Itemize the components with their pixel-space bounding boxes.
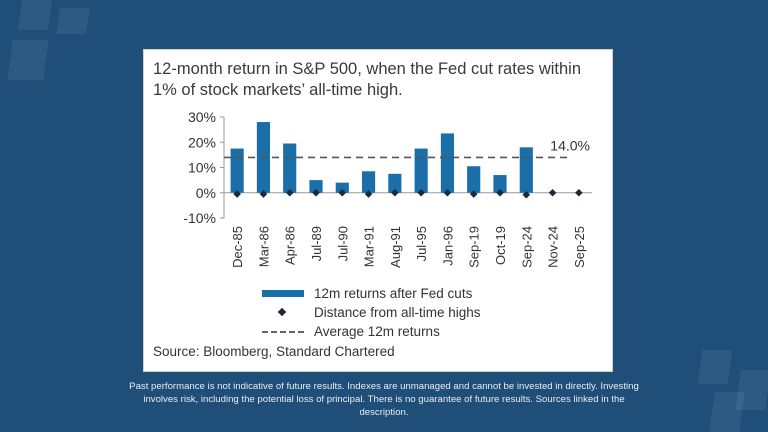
distance-marker <box>312 188 320 197</box>
source-note: Source: Bloomberg, Standard Chartered <box>153 344 395 359</box>
distance-marker <box>364 190 373 198</box>
distance-marker <box>338 188 347 197</box>
chart-title: 12-month return in S&P 500, when the Fed… <box>153 60 582 99</box>
distance-marker <box>391 188 399 197</box>
x-tick-label: Oct-19 <box>493 226 508 265</box>
legend-label-returns: 12m returns after Fed cuts <box>314 286 473 301</box>
legend-label-average: Average 12m returns <box>314 324 440 339</box>
background-tile <box>7 40 49 80</box>
bar-chart: -10% 0% 10% 20% 30% 14.0% Dec-85 Mar-86 Apr-86 Ju… <box>183 109 592 268</box>
distance-marker <box>522 190 531 199</box>
y-tick-label: 0% <box>196 185 216 201</box>
x-tick-label: Jul-90 <box>335 226 350 261</box>
bar <box>283 143 297 193</box>
bar <box>230 148 244 193</box>
background-tile <box>17 0 53 30</box>
distance-marker <box>496 188 504 197</box>
bar <box>519 147 533 193</box>
x-tick-label: Aug-91 <box>388 226 403 268</box>
bar <box>493 175 507 193</box>
bar <box>414 148 428 193</box>
x-tick-label: Nov-24 <box>546 226 561 268</box>
bar <box>467 166 481 193</box>
bar <box>335 182 349 193</box>
legend-label-distance: Distance from all-time highs <box>314 305 481 320</box>
legend-bar-swatch <box>262 290 304 297</box>
distance-marker <box>259 190 268 198</box>
background-tile <box>697 350 733 384</box>
x-tick-label: Jan-96 <box>440 226 455 266</box>
bar <box>362 171 376 193</box>
bar <box>388 173 402 193</box>
y-tick-label: 30% <box>188 109 216 125</box>
legend-item-distance: Distance from all-time highs <box>262 303 481 322</box>
y-tick-label: -10% <box>183 210 216 226</box>
x-tick-label: Apr-86 <box>283 226 298 265</box>
distance-marker <box>575 188 583 197</box>
bar <box>440 133 454 193</box>
background-tile <box>709 392 745 432</box>
legend-dash-swatch <box>262 331 304 333</box>
distance-marker <box>469 190 478 198</box>
distance-marker <box>233 190 241 198</box>
distance-marker <box>417 188 425 197</box>
x-tick-label: Mar-91 <box>362 226 377 267</box>
x-tick-label: Jul-89 <box>309 226 324 261</box>
x-tick-label: Sep-25 <box>572 226 587 268</box>
legend: 12m returns after Fed cuts Distance from… <box>262 284 481 341</box>
distance-marker <box>548 188 557 197</box>
x-tick-label: Dec-85 <box>230 226 245 268</box>
legend-item-average: Average 12m returns <box>262 322 481 341</box>
disclaimer: Past performance is not indicative of fu… <box>129 381 639 418</box>
chart-card: 12-month return in S&P 500, when the Fed… <box>143 49 613 372</box>
background-tile <box>56 8 90 34</box>
distance-marker <box>285 188 294 197</box>
y-tick-label: 20% <box>188 134 216 150</box>
distance-marker <box>443 188 452 197</box>
legend-diamond-swatch <box>277 307 287 317</box>
bar <box>309 180 323 193</box>
average-label: 14.0% <box>550 137 590 153</box>
x-tick-label: Sep-24 <box>519 226 534 268</box>
y-tick-label: 10% <box>188 160 216 176</box>
legend-item-returns: 12m returns after Fed cuts <box>262 284 481 303</box>
x-tick-label: Sep-19 <box>467 226 482 268</box>
x-tick-label: Mar-86 <box>256 226 271 267</box>
x-tick-label: Jul-95 <box>414 226 429 261</box>
